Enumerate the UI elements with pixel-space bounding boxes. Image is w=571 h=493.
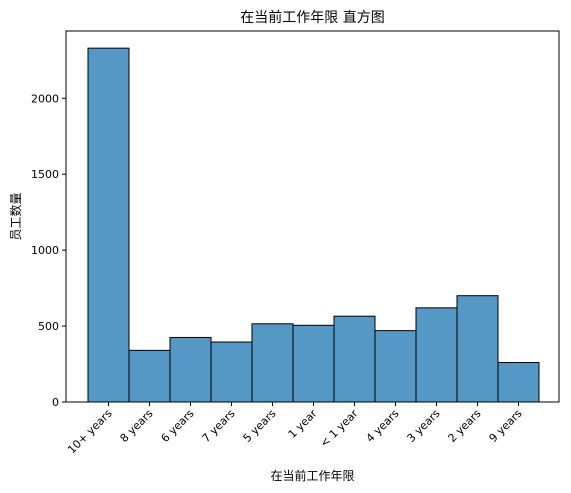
bars-group [87, 47, 540, 403]
histogram-bar [251, 323, 294, 403]
x-axis: 10+ years 8 years 6 years 7 years 5 years 1 y… [65, 402, 525, 456]
histogram-bar [128, 349, 171, 403]
histogram-bar [374, 330, 417, 403]
histogram-bar [169, 336, 212, 403]
x-tick-label: 8 years [118, 407, 156, 445]
x-tick-label: 9 years [487, 407, 525, 445]
x-tick-label: 6 years [159, 407, 197, 445]
x-tick-label: 1 year [286, 407, 320, 441]
histogram-bar [210, 341, 253, 403]
x-tick-label: < 1 year [318, 407, 361, 450]
x-tick-label: 7 years [200, 407, 238, 445]
y-tick-label: 500 [38, 320, 59, 333]
x-tick-label: 3 years [405, 407, 443, 445]
y-axis-label: 员工数量 [8, 192, 23, 240]
x-tick-label: 4 years [364, 407, 402, 445]
histogram-bar [497, 362, 540, 403]
y-tick-label: 1500 [31, 168, 59, 181]
x-tick-label: 10+ years [65, 407, 115, 457]
histogram-bar [87, 47, 130, 403]
y-tick-label: 0 [52, 396, 59, 409]
plot-frame [65, 30, 560, 403]
histogram-bar [456, 295, 499, 403]
x-tick-label: 5 years [241, 407, 279, 445]
histogram-bar [333, 315, 376, 403]
chart-title: 在当前工作年限 直方图 [240, 9, 384, 26]
y-tick-label: 2000 [31, 92, 59, 105]
histogram-bar [415, 307, 458, 403]
y-tick-label: 1000 [31, 244, 59, 257]
x-axis-label: 在当前工作年限 [270, 468, 354, 483]
y-axis: 0 500 1000 1500 2000 [31, 92, 66, 409]
x-tick-label: 2 years [446, 407, 484, 445]
histogram-bar [292, 324, 335, 403]
